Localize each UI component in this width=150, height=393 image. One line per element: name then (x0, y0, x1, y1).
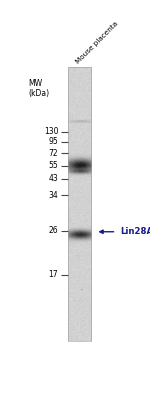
Text: MW
(kDa): MW (kDa) (28, 79, 49, 98)
Text: 34: 34 (49, 191, 58, 200)
Text: 55: 55 (49, 161, 58, 170)
Text: 95: 95 (49, 137, 58, 146)
Text: Lin28A: Lin28A (120, 227, 150, 236)
Bar (68, 67, 91, 341)
Text: 26: 26 (49, 226, 58, 235)
Text: 17: 17 (49, 270, 58, 279)
Text: 130: 130 (44, 127, 58, 136)
Text: 43: 43 (49, 174, 58, 183)
Text: Mouse placenta: Mouse placenta (75, 21, 120, 65)
Text: 72: 72 (49, 149, 58, 158)
